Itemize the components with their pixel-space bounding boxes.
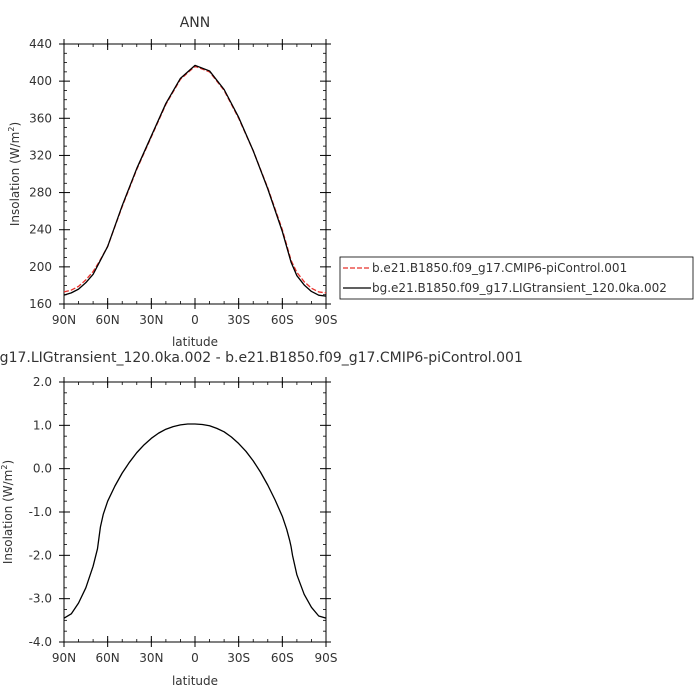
legend-frame xyxy=(339,256,694,300)
bottom-y-axis-label-superscript: 2 xyxy=(0,465,9,470)
bottom-y-tick-label: 0.0 xyxy=(33,462,52,476)
top-y-tick-label: 280 xyxy=(29,186,52,200)
top-x-tick-label: 90N xyxy=(52,313,76,327)
bottom-x-tick-label: 90N xyxy=(52,651,76,665)
bottom-x-tick-label: 60S xyxy=(271,651,294,665)
bottom-x-axis-label: latitude xyxy=(172,674,218,688)
bottom-y-tick-label: 2.0 xyxy=(33,375,52,389)
top-y-tick-label: 360 xyxy=(29,111,52,125)
bottom-x-tick-label: 0 xyxy=(191,651,199,665)
top-y-tick-label: 240 xyxy=(29,223,52,237)
top-y-axis-label-text: Insolation (W/m xyxy=(8,132,22,227)
bottom-y-tick-label: -1.0 xyxy=(29,505,52,519)
bottom-chart-title: bg.e21.B1850.f09_g17.LIGtransient_120.0k… xyxy=(0,350,523,366)
bottom-series-line-0 xyxy=(63,423,327,619)
top-y-axis-label-superscript: 2 xyxy=(7,127,16,132)
top-y-tick-label: 160 xyxy=(29,297,52,311)
top-y-tick-label: 320 xyxy=(29,148,52,162)
top-y-tick-label: 200 xyxy=(29,260,52,274)
top-y-tick-label: 400 xyxy=(29,74,52,88)
bottom-x-tick-label: 30S xyxy=(227,651,250,665)
top-y-axis-label-end: ) xyxy=(8,122,22,127)
bottom-plot-area: 90N 60N 30N 0 30S 60S 90S -4.0 -3.0 -2.0 -1.0 0.0 1.… xyxy=(29,375,338,665)
bottom-y-tick-label: 1.0 xyxy=(33,418,52,432)
top-y-axis-label: Insolation (W/m2) xyxy=(7,122,22,226)
top-series-line-1 xyxy=(63,64,327,297)
annual-insolation-panel: ANN 90N 60N 30N 0 30S 60S 90S 160 200 240 280 320 36… xyxy=(7,15,694,349)
top-y-tick-label: 440 xyxy=(29,37,52,51)
legend-label-picontrol: b.e21.B1850.f09_g17.CMIP6-piControl.001 xyxy=(372,261,627,275)
top-x-axis-label: latitude xyxy=(172,335,218,349)
top-plot-area: 90N 60N 30N 0 30S 60S 90S 160 200 240 280 320 360 400… xyxy=(29,37,337,327)
legend: b.e21.B1850.f09_g17.CMIP6-piControl.001 … xyxy=(339,256,694,300)
bottom-y-tick-label: -4.0 xyxy=(29,635,52,649)
bottom-x-tick-label: 90S xyxy=(315,651,338,665)
top-plot-frame xyxy=(63,43,327,305)
bottom-x-tick-label: 60N xyxy=(96,651,120,665)
top-series-line-0 xyxy=(63,65,327,294)
legend-label-ligtransient: bg.e21.B1850.f09_g17.LIGtransient_120.0k… xyxy=(372,281,667,295)
top-x-tick-label: 30N xyxy=(139,313,163,327)
insolation-difference-panel: bg.e21.B1850.f09_g17.LIGtransient_120.0k… xyxy=(0,350,523,688)
bottom-y-axis-label: Insolation (W/m2) xyxy=(0,460,15,564)
bottom-y-axis-label-text: Insolation (W/m xyxy=(1,470,15,565)
bottom-plot-frame xyxy=(63,381,327,643)
bottom-y-tick-label: -3.0 xyxy=(29,592,52,606)
bottom-y-axis-label-end: ) xyxy=(1,460,15,465)
bottom-x-tick-label: 30N xyxy=(139,651,163,665)
top-x-tick-label: 60N xyxy=(96,313,120,327)
bottom-y-tick-label: -2.0 xyxy=(29,548,52,562)
top-x-tick-label: 60S xyxy=(271,313,294,327)
top-x-tick-label: 90S xyxy=(315,313,338,327)
top-chart-title: ANN xyxy=(180,15,211,31)
top-x-tick-label: 0 xyxy=(191,313,199,327)
top-x-tick-label: 30S xyxy=(227,313,250,327)
